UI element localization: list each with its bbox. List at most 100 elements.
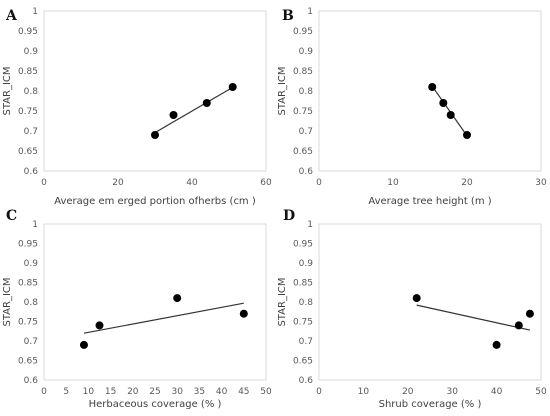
y-tick-label: 0.65 — [18, 147, 38, 157]
y-tick-label: 0.7 — [24, 337, 38, 347]
y-tick-label: 0.85 — [18, 67, 38, 77]
x-tick-label: 0 — [41, 178, 47, 188]
y-axis-label: STAR_ICM — [2, 277, 13, 326]
x-tick-label: 20 — [112, 178, 124, 188]
x-tick-label: 10 — [83, 387, 95, 397]
y-tick-label: 0.7 — [24, 127, 38, 137]
data-point — [239, 309, 248, 318]
data-point — [514, 321, 523, 330]
panel-letter-d: D — [283, 208, 296, 224]
data-point — [173, 294, 182, 303]
y-tick-label: 0.95 — [293, 27, 313, 37]
x-tick-label: 0 — [41, 387, 47, 397]
chart-panel-c: C 0.6 0.65 0.7 0.75 0.8 0.85 0.9 0.95 1 0 5 10 15 20 2… — [0, 208, 275, 416]
y-axis-label: STAR_ICM — [277, 277, 288, 326]
data-point — [228, 83, 237, 91]
x-tick-label: 60 — [260, 178, 272, 188]
x-tick-label: 10 — [387, 178, 399, 188]
panel-letter-a: A — [6, 8, 17, 24]
data-point — [463, 131, 471, 139]
y-tick-label: 1 — [32, 220, 38, 230]
y-axis-label: STAR_ICM — [277, 66, 288, 115]
x-axis-label: Average tree height (m ) — [368, 196, 491, 207]
x-tick-label: 30 — [535, 178, 547, 188]
y-tick-label: 0.9 — [299, 47, 314, 57]
y-tick-label: 0.75 — [293, 107, 313, 117]
y-tick-label: 1 — [32, 7, 38, 17]
x-tick-label: 30 — [171, 387, 183, 397]
data-point — [412, 294, 421, 303]
chart-panel-a: A 0.6 0.65 0.7 0.75 0.8 0.85 0.9 0.95 1 0 20 40 60 ST… — [0, 0, 275, 208]
x-tick-label: 20 — [402, 387, 414, 397]
y-tick-label: 0.6 — [24, 167, 39, 177]
x-tick-label: 50 — [535, 387, 547, 397]
y-tick-label: 0.6 — [24, 376, 39, 386]
trend-line — [83, 302, 244, 334]
y-tick-label: 1 — [307, 7, 313, 17]
x-axis-label: Shrub coverage (% ) — [379, 399, 482, 410]
data-point — [79, 340, 88, 349]
trend-line — [154, 86, 234, 134]
y-tick-label: 0.65 — [293, 147, 313, 157]
plot-area — [318, 223, 542, 381]
x-tick-label: 50 — [260, 387, 272, 397]
x-tick-label: 30 — [446, 387, 458, 397]
chart-panel-d: D 0.6 0.65 0.7 0.75 0.8 0.85 0.9 0.95 1 0 10 20 30 40… — [275, 208, 550, 416]
y-tick-label: 0.9 — [24, 259, 39, 269]
x-axis-label: Herbaceous coverage (% ) — [89, 399, 222, 410]
plot-area — [43, 223, 267, 381]
x-tick-label: 15 — [105, 387, 116, 397]
data-point — [95, 321, 104, 330]
y-tick-label: 0.6 — [299, 167, 314, 177]
x-tick-label: 35 — [194, 387, 205, 397]
x-tick-label: 0 — [316, 387, 322, 397]
x-tick-label: 40 — [216, 387, 228, 397]
x-tick-label: 10 — [358, 387, 370, 397]
panel-letter-c: C — [6, 208, 18, 224]
y-tick-label: 0.9 — [24, 47, 39, 57]
y-tick-label: 0.75 — [18, 107, 38, 117]
x-axis-label: Average em erged portion ofherbs (cm ) — [54, 196, 256, 207]
chart-a-svg: 0.6 0.65 0.7 0.75 0.8 0.85 0.9 0.95 1 0 20 40 60 STAR… — [2, 7, 272, 207]
x-tick-label: 40 — [186, 178, 198, 188]
y-tick-label: 0.85 — [293, 279, 313, 289]
x-tick-label: 25 — [149, 387, 160, 397]
data-point — [151, 131, 159, 139]
x-tick-label: 20 — [127, 387, 139, 397]
y-tick-label: 1 — [307, 220, 313, 230]
y-tick-label: 0.8 — [24, 87, 39, 97]
y-tick-label: 0.7 — [299, 127, 313, 137]
y-axis-label: STAR_ICM — [2, 66, 13, 115]
data-point — [428, 83, 437, 91]
y-tick-label: 0.65 — [293, 357, 313, 367]
y-tick-label: 0.85 — [18, 279, 38, 289]
y-tick-label: 0.95 — [18, 240, 38, 250]
y-tick-label: 0.75 — [18, 318, 38, 328]
y-tick-label: 0.75 — [293, 318, 313, 328]
data-point — [169, 111, 178, 119]
y-tick-label: 0.8 — [299, 298, 314, 308]
data-point — [202, 99, 211, 107]
x-tick-label: 45 — [238, 387, 249, 397]
x-tick-label: 40 — [491, 387, 503, 397]
y-tick-label: 0.8 — [24, 298, 39, 308]
y-tick-label: 0.95 — [18, 27, 38, 37]
x-tick-label: 20 — [461, 178, 473, 188]
trend-line — [431, 85, 468, 137]
data-point — [492, 340, 501, 349]
panel-letter-b: B — [282, 8, 294, 24]
y-tick-label: 0.8 — [299, 87, 314, 97]
x-tick-label: 0 — [316, 178, 322, 188]
y-tick-label: 0.85 — [293, 67, 313, 77]
plot-area — [318, 10, 542, 172]
y-tick-label: 0.7 — [299, 337, 313, 347]
data-point — [525, 309, 534, 318]
data-point — [446, 111, 455, 119]
x-tick-label: 5 — [63, 387, 69, 397]
chart-panel-b: B 0.6 0.65 0.7 0.75 0.8 0.85 0.9 0.95 1 0 10 20 30 ST… — [275, 0, 550, 208]
y-tick-label: 0.65 — [18, 357, 38, 367]
y-tick-label: 0.95 — [293, 240, 313, 250]
